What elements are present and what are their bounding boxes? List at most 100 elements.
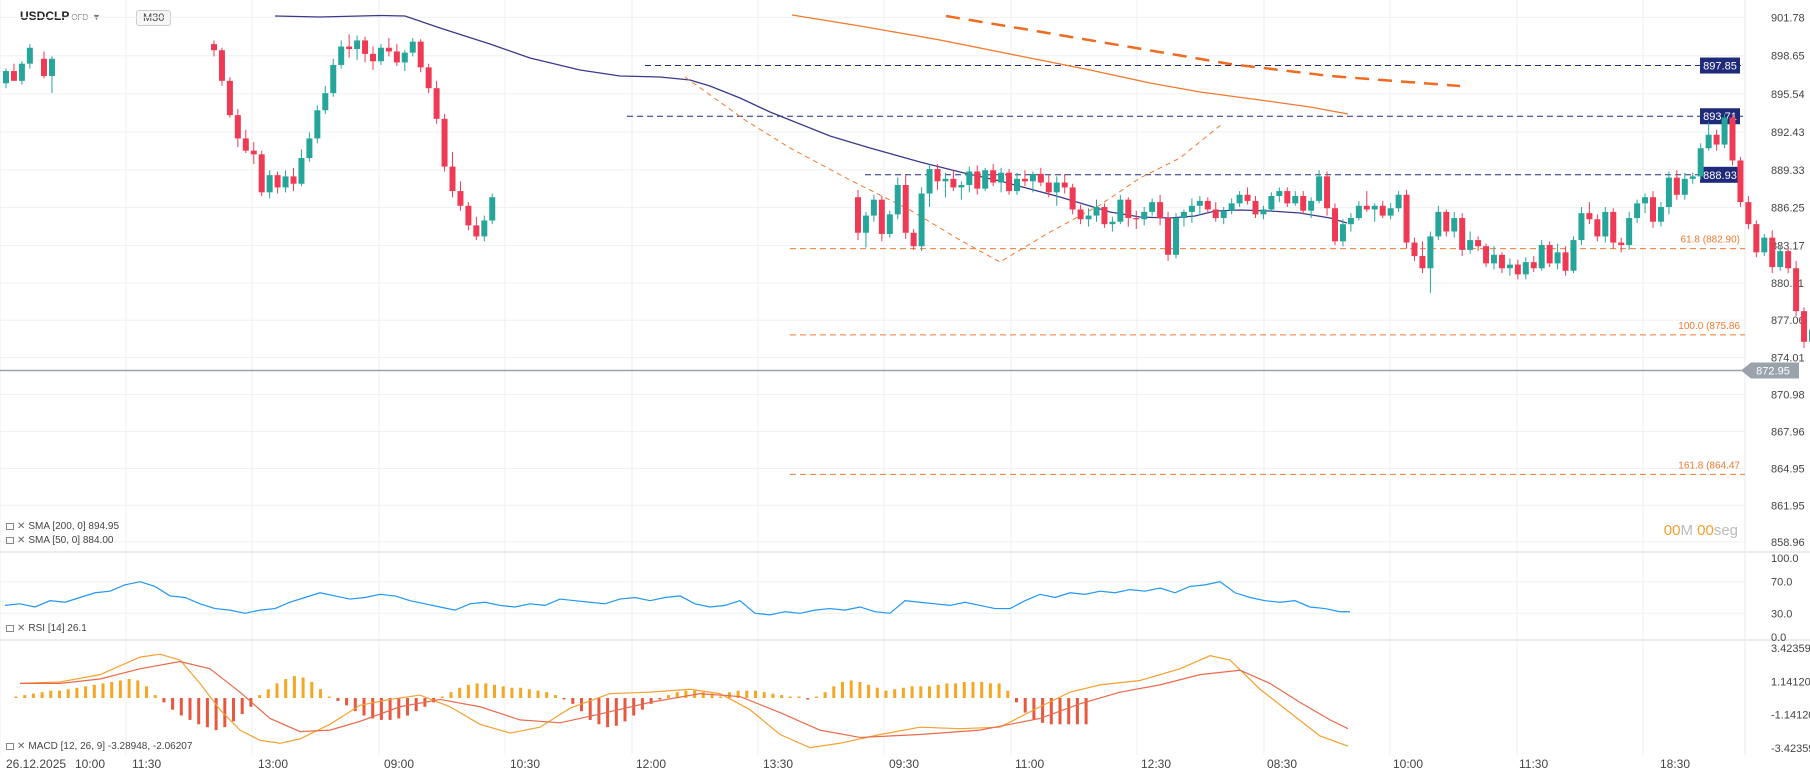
candle-body: [1244, 194, 1251, 201]
timeframe-select[interactable]: M30: [136, 10, 172, 26]
x-axis-label: 10:30: [510, 757, 540, 771]
candle-body: [234, 115, 241, 139]
price-tick-label: 867.96: [1771, 427, 1805, 439]
macd-histogram-bar: [223, 698, 227, 728]
macd-histogram-bar: [66, 689, 70, 698]
macd-histogram-bar: [675, 692, 679, 698]
candle-body: [1697, 148, 1704, 177]
close-icon[interactable]: ✕: [17, 623, 26, 634]
macd-histogram-bar: [762, 692, 766, 698]
macd-histogram-bar: [75, 687, 79, 698]
candle-body: [1141, 211, 1148, 220]
price-tick-label: 883.17: [1771, 240, 1805, 252]
fibonacci-level-label: 100.0 (875.86: [1678, 321, 1740, 332]
candle-body: [950, 178, 957, 188]
macd-histogram-bar: [1049, 698, 1053, 725]
sma50-legend[interactable]: ✕ SMA [50, 0] 884.00: [6, 535, 113, 546]
candle-body: [1371, 205, 1378, 210]
candle-body: [1721, 117, 1728, 145]
macd-histogram-bar: [414, 698, 418, 712]
eye-icon[interactable]: [6, 742, 14, 750]
price-tick-label: 858.96: [1771, 537, 1805, 549]
candle-body: [902, 184, 909, 233]
close-icon[interactable]: ✕: [17, 741, 26, 752]
price-tick-label: 889.33: [1771, 165, 1805, 177]
macd-histogram-bar: [980, 681, 984, 698]
candle-body: [362, 40, 369, 54]
macd-histogram-bar: [353, 698, 357, 712]
candle-body: [48, 58, 55, 76]
price-tick-label: 886.25: [1771, 203, 1805, 215]
eye-icon[interactable]: [6, 624, 14, 632]
candle-body: [1491, 254, 1497, 264]
candle-body: [1769, 237, 1776, 268]
candle-body: [1014, 178, 1020, 192]
candle-body: [385, 47, 392, 52]
candle-body: [1260, 209, 1267, 215]
countdown-minutes: 00: [1663, 522, 1681, 539]
macd-histogram-bar: [301, 677, 305, 698]
macd-histogram-bar: [701, 692, 705, 698]
macd-histogram-bar: [145, 686, 148, 698]
current-price-label: 872.95: [1756, 366, 1790, 378]
macd-histogram-bar: [58, 690, 61, 698]
fibonacci-zigzag-line: [684, 76, 1223, 263]
macd-histogram-bar: [823, 692, 827, 698]
macd-histogram-bar: [719, 696, 723, 698]
candle-body: [354, 40, 361, 49]
x-axis-label: 18:30: [1660, 757, 1690, 771]
macd-histogram-bar: [988, 683, 992, 698]
x-axis-label: 10:00: [1393, 757, 1423, 771]
candle-body: [1180, 211, 1187, 219]
candle-body: [338, 46, 345, 65]
candle-body: [1562, 252, 1569, 271]
candle-body: [290, 176, 297, 184]
candle-body: [1777, 251, 1784, 268]
macd-histogram-bar: [536, 690, 540, 698]
macd-histogram-bar: [49, 690, 53, 698]
macd-histogram-bar: [371, 698, 375, 719]
candle-body: [1355, 205, 1362, 219]
current-price-badge: [1741, 362, 1799, 379]
candle-body: [465, 205, 472, 226]
candle-body: [1133, 218, 1140, 220]
candle-body: [1753, 224, 1760, 253]
macd-histogram-bar: [266, 689, 270, 698]
candle-body: [1642, 197, 1649, 204]
candle-body: [1363, 205, 1370, 210]
candle-body: [1276, 191, 1283, 196]
macd-histogram-bar: [388, 698, 392, 720]
macd-histogram-bar: [667, 695, 670, 698]
macd-histogram-bar: [1041, 698, 1045, 723]
candle-body: [1451, 218, 1458, 232]
macd-histogram-bar: [101, 683, 105, 698]
rsi-legend[interactable]: ✕ RSI [14] 26.1: [6, 623, 87, 634]
macd-histogram-bar: [84, 686, 88, 698]
macd-histogram-bar: [832, 686, 836, 698]
candle-body: [990, 170, 997, 183]
close-icon[interactable]: ✕: [17, 521, 26, 532]
candle-body: [1586, 213, 1593, 220]
candle-body: [862, 215, 869, 233]
macd-histogram-bar: [484, 683, 488, 698]
macd-histogram-bar: [597, 698, 601, 725]
candle-body: [393, 51, 400, 63]
candle-body: [1793, 268, 1800, 312]
countdown-seconds-unit: seg: [1713, 522, 1738, 539]
symbol-name: USDCLP: [20, 9, 70, 23]
candle-body: [1228, 203, 1235, 211]
sma50-line: [274, 14, 1348, 224]
macd-histogram-bar: [127, 679, 131, 698]
macd-histogram-bar: [162, 698, 166, 703]
eye-icon[interactable]: [6, 536, 14, 544]
sma50-label: SMA [50, 0] 884.00: [28, 535, 114, 546]
sma200-legend[interactable]: ✕ SMA [200, 0] 894.95: [6, 521, 119, 532]
close-icon[interactable]: ✕: [17, 535, 26, 546]
candle-body: [1530, 262, 1537, 269]
macd-legend[interactable]: ✕ MACD [12, 26, 9] -3.28948, -2.06207: [6, 741, 192, 752]
eye-icon[interactable]: [6, 522, 14, 530]
candle-body: [1149, 202, 1156, 212]
macd-histogram-bar: [118, 680, 122, 698]
level-badge: [1700, 57, 1740, 74]
